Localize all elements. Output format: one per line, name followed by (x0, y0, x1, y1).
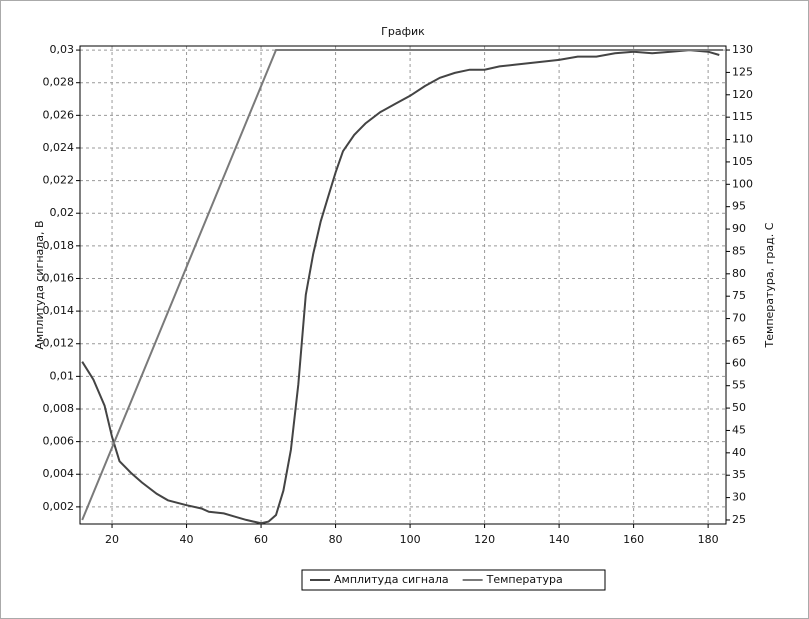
legend-label: Температура (486, 573, 563, 586)
x-tick-label: 20 (105, 533, 119, 546)
y2-tick-label: 60 (732, 356, 746, 369)
y-tick-label: 0,012 (43, 337, 75, 350)
y-tick-label: 0,03 (50, 43, 75, 56)
x-tick-label: 180 (698, 533, 719, 546)
x-tick-label: 100 (400, 533, 421, 546)
y-axis-label: Амплитуда сигнала, В (33, 220, 46, 349)
y2-tick-label: 95 (732, 200, 746, 213)
y-tick-label: 0,014 (43, 304, 75, 317)
y-tick-label: 0,024 (43, 141, 75, 154)
y2-tick-label: 115 (732, 110, 753, 123)
y-tick-label: 0,022 (43, 174, 75, 187)
y-tick-label: 0,01 (50, 369, 75, 382)
x-tick-label: 40 (180, 533, 194, 546)
y2-axis-label: Температура, град. С (763, 222, 776, 348)
y2-tick-label: 40 (732, 446, 746, 459)
y-tick-label: 0,02 (50, 206, 75, 219)
x-tick-label: 80 (329, 533, 343, 546)
y2-tick-label: 45 (732, 423, 746, 436)
x-tick-label: 140 (549, 533, 570, 546)
y2-tick-label: 80 (732, 267, 746, 280)
y2-tick-label: 110 (732, 133, 753, 146)
y-tick-label: 0,008 (43, 402, 75, 415)
x-tick-label: 120 (474, 533, 495, 546)
y-tick-label: 0,006 (43, 435, 75, 448)
legend-label: Амплитуда сигнала (334, 573, 449, 586)
y-tick-label: 0,016 (43, 271, 75, 284)
y2-tick-label: 70 (732, 312, 746, 325)
y2-tick-label: 85 (732, 244, 746, 257)
y-tick-label: 0,026 (43, 108, 75, 121)
y2-tick-label: 30 (732, 491, 746, 504)
y2-tick-label: 105 (732, 155, 753, 168)
series-line (81, 49, 720, 525)
y-tick-label: 0,028 (43, 76, 75, 89)
y-tick-label: 0,004 (43, 467, 75, 480)
legend-box (301, 569, 606, 591)
chart-title: График (381, 25, 425, 38)
x-tick-label: 60 (254, 533, 268, 546)
plot-area (79, 45, 727, 525)
x-tick-label: 160 (623, 533, 644, 546)
y2-tick-label: 90 (732, 222, 746, 235)
y2-tick-label: 25 (732, 513, 746, 526)
y2-tick-label: 125 (732, 65, 753, 78)
y2-tick-label: 130 (732, 43, 753, 56)
y2-tick-label: 120 (732, 88, 753, 101)
y2-tick-label: 65 (732, 334, 746, 347)
y-tick-label: 0,018 (43, 239, 75, 252)
y2-tick-label: 35 (732, 468, 746, 481)
y2-tick-label: 50 (732, 401, 746, 414)
y-tick-label: 0,002 (43, 500, 75, 513)
y2-tick-label: 100 (732, 177, 753, 190)
y2-tick-label: 55 (732, 379, 746, 392)
y2-tick-label: 75 (732, 289, 746, 302)
series-line (81, 49, 723, 521)
